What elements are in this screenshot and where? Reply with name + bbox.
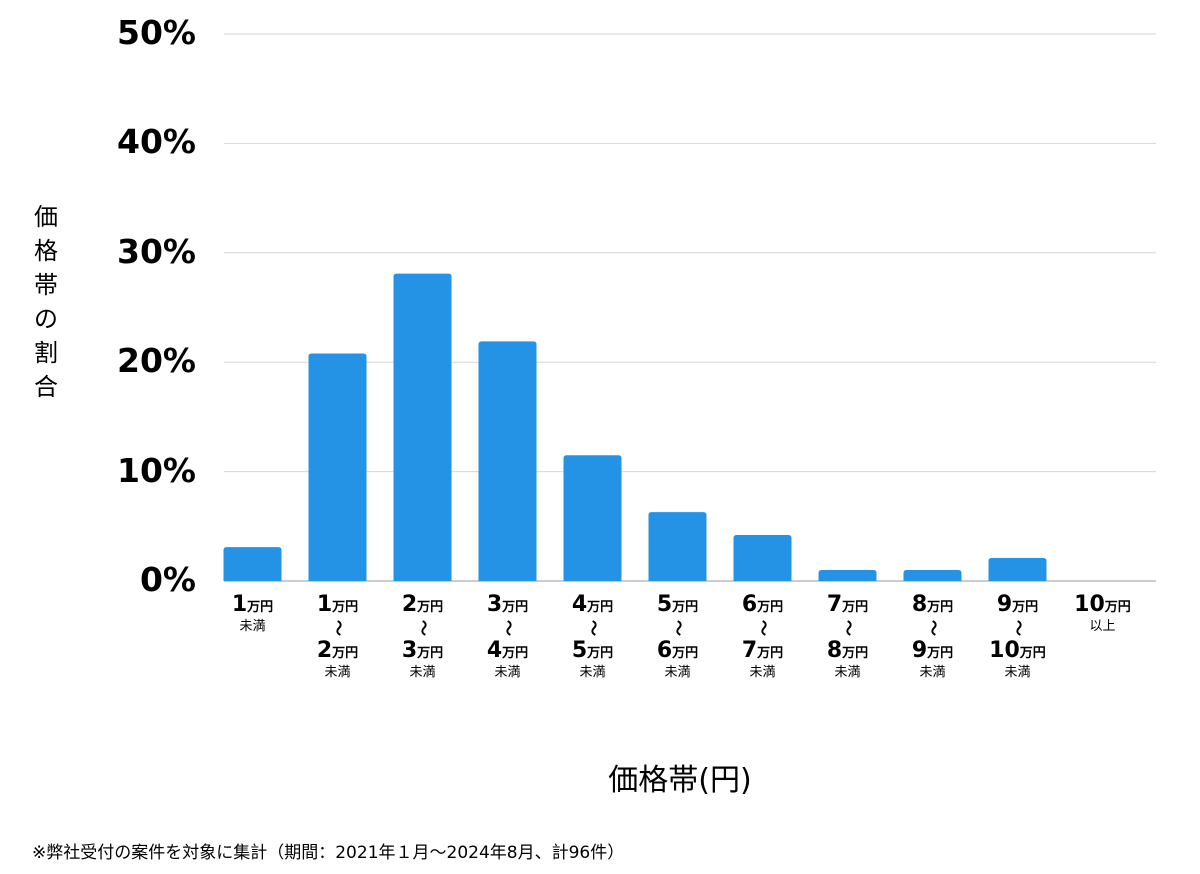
unit: 万円 xyxy=(502,600,529,615)
range-from: 9 xyxy=(996,592,1013,617)
range-from: 1 xyxy=(316,592,333,617)
unit: 万円 xyxy=(332,600,359,615)
tilde: 〜 xyxy=(838,619,858,636)
x-tick-label: 2万円〜 3万円 未満 xyxy=(378,592,468,679)
range-suffix: 未満 xyxy=(239,619,266,634)
bar xyxy=(478,341,537,581)
x-tick-label: 7万円〜 8万円 未満 xyxy=(803,592,893,679)
range-to: 8 xyxy=(826,638,843,663)
unit: 万円 xyxy=(842,646,869,661)
x-tick-label: 10万円以上 xyxy=(1058,592,1148,633)
bar xyxy=(223,547,282,581)
unit: 万円 xyxy=(502,646,529,661)
range-to: 4 xyxy=(486,638,503,663)
unit: 万円 xyxy=(1104,600,1131,615)
x-tick-label: 1万円未満 xyxy=(208,592,298,633)
bar xyxy=(733,535,792,581)
range-suffix: 未満 xyxy=(579,665,606,680)
unit: 万円 xyxy=(757,600,784,615)
range-from: 1 xyxy=(231,592,248,617)
tilde: 〜 xyxy=(1008,619,1028,636)
unit: 万円 xyxy=(417,600,444,615)
unit: 万円 xyxy=(842,600,869,615)
x-tick-label: 9万円〜 10万円 未満 xyxy=(973,592,1063,679)
x-tick-label: 3万円〜 4万円 未満 xyxy=(463,592,553,679)
unit: 万円 xyxy=(332,646,359,661)
range-from: 5 xyxy=(656,592,673,617)
unit: 万円 xyxy=(587,646,614,661)
bar xyxy=(308,353,367,581)
range-from: 7 xyxy=(826,592,843,617)
y-axis-label: 価格帯の割合 xyxy=(34,203,58,401)
footnote: ※弊社受付の案件を対象に集計（期間：2021年１月〜2024年8月、計96件） xyxy=(32,843,625,863)
bar xyxy=(563,455,622,581)
range-suffix: 未満 xyxy=(834,665,861,680)
tilde: 〜 xyxy=(583,619,603,636)
x-tick-label: 1万円〜 2万円 未満 xyxy=(293,592,383,679)
y-tick-label: 30% xyxy=(117,231,196,271)
range-suffix: 未満 xyxy=(749,665,776,680)
bar xyxy=(648,512,707,581)
range-suffix: 未満 xyxy=(1004,665,1031,680)
unit: 万円 xyxy=(927,600,954,615)
range-from: 8 xyxy=(911,592,928,617)
unit: 万円 xyxy=(587,600,614,615)
y-tick-label: 50% xyxy=(117,13,196,52)
range-from: 10 xyxy=(1074,592,1105,617)
tilde: 〜 xyxy=(923,619,943,636)
range-suffix: 以上 xyxy=(1089,619,1116,634)
tilde: 〜 xyxy=(413,619,433,636)
range-from: 3 xyxy=(486,592,503,617)
tilde: 〜 xyxy=(668,619,688,636)
bar xyxy=(818,570,877,581)
range-to: 5 xyxy=(571,638,588,663)
x-tick-label: 5万円〜 6万円 未満 xyxy=(633,592,723,679)
bar xyxy=(393,273,452,581)
unit: 万円 xyxy=(757,646,784,661)
unit: 万円 xyxy=(927,646,954,661)
range-suffix: 未満 xyxy=(324,665,351,680)
x-tick-label: 6万円〜 7万円 未満 xyxy=(718,592,808,679)
unit: 万円 xyxy=(1019,646,1046,661)
range-suffix: 未満 xyxy=(409,665,436,680)
bar xyxy=(903,570,962,581)
range-from: 2 xyxy=(401,592,418,617)
range-to: 3 xyxy=(401,638,418,663)
range-from: 4 xyxy=(571,592,588,617)
tilde: 〜 xyxy=(328,619,348,636)
tilde: 〜 xyxy=(753,619,773,636)
range-to: 2 xyxy=(316,638,333,663)
unit: 万円 xyxy=(672,646,699,661)
range-suffix: 未満 xyxy=(494,665,521,680)
range-to: 9 xyxy=(911,638,928,663)
range-suffix: 未満 xyxy=(664,665,691,680)
unit: 万円 xyxy=(417,646,444,661)
range-to: 6 xyxy=(656,638,673,663)
unit: 万円 xyxy=(1012,600,1039,615)
y-tick-label: 40% xyxy=(117,122,196,162)
unit: 万円 xyxy=(247,600,274,615)
x-tick-label: 4万円〜 5万円 未満 xyxy=(548,592,638,679)
bar xyxy=(988,558,1047,581)
x-axis-label: 価格帯(円) xyxy=(608,763,752,798)
y-tick-label: 0% xyxy=(139,560,196,599)
range-to: 10 xyxy=(989,638,1020,663)
y-tick-label: 10% xyxy=(117,450,196,490)
unit: 万円 xyxy=(672,600,699,615)
y-tick-label: 20% xyxy=(117,341,196,381)
tilde: 〜 xyxy=(498,619,518,636)
x-tick-label: 8万円〜 9万円 未満 xyxy=(888,592,978,679)
range-from: 6 xyxy=(741,592,758,617)
range-suffix: 未満 xyxy=(919,665,946,680)
range-to: 7 xyxy=(741,638,758,663)
